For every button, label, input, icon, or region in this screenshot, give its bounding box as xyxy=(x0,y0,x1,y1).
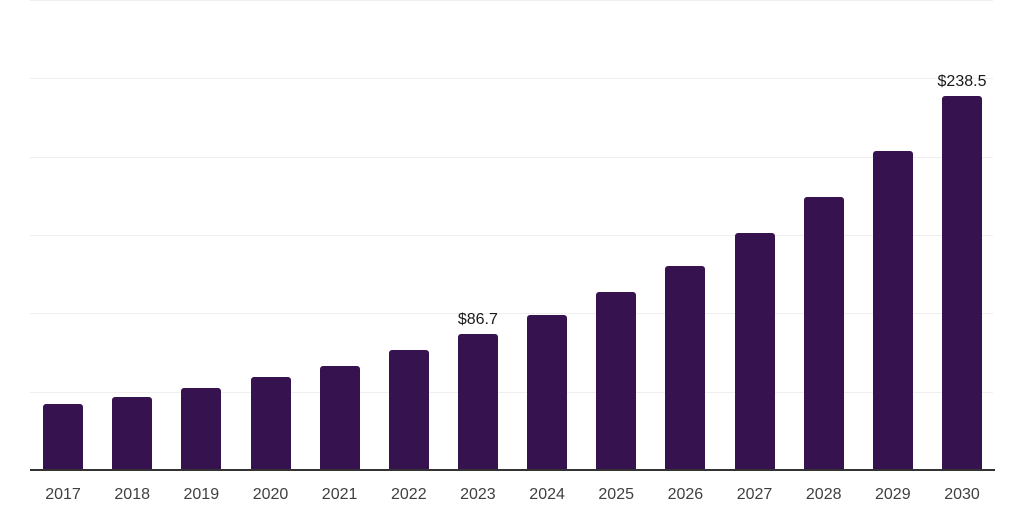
bar-2025 xyxy=(596,291,637,470)
bar-2026 xyxy=(665,265,706,470)
x-axis-line xyxy=(30,469,995,471)
x-tick-label-2025: 2025 xyxy=(598,486,634,503)
x-tick-label-2019: 2019 xyxy=(183,486,220,503)
x-tick-label-2020: 2020 xyxy=(252,486,289,503)
x-tick-label-2018: 2018 xyxy=(114,486,150,503)
gridline xyxy=(30,78,993,79)
bar-2027 xyxy=(734,233,775,470)
bar-2018 xyxy=(112,396,153,470)
x-tick-label-2030: 2030 xyxy=(944,486,980,503)
x-tick-label-2022: 2022 xyxy=(391,486,427,503)
x-tick-label-2017: 2017 xyxy=(45,486,81,503)
bar-2021 xyxy=(319,365,360,470)
bar-2020 xyxy=(250,376,291,470)
x-tick-label-2027: 2027 xyxy=(736,486,773,503)
x-tick-label-2023: 2023 xyxy=(460,486,496,503)
x-tick-label-2029: 2029 xyxy=(875,486,911,503)
gridline xyxy=(30,235,993,236)
bar-2028 xyxy=(803,196,844,470)
gridline xyxy=(30,157,993,158)
x-tick-label-2024: 2024 xyxy=(529,486,565,503)
value-label-2030: $238.5 xyxy=(937,73,987,91)
bar-2019 xyxy=(181,387,222,470)
value-label-2023: $86.7 xyxy=(457,311,498,329)
bar-2017 xyxy=(43,404,83,470)
x-tick-label-2028: 2028 xyxy=(805,486,842,503)
gridline xyxy=(30,313,993,314)
gridline xyxy=(30,392,993,393)
x-tick-label-2021: 2021 xyxy=(321,486,358,503)
bar-2022 xyxy=(388,350,429,470)
bar-2023 xyxy=(457,334,498,470)
x-tick-label-2026: 2026 xyxy=(667,486,704,503)
bar-2029 xyxy=(872,150,913,470)
bar-2024 xyxy=(527,314,568,470)
bar-2030 xyxy=(942,96,982,470)
gridline xyxy=(30,0,993,1)
